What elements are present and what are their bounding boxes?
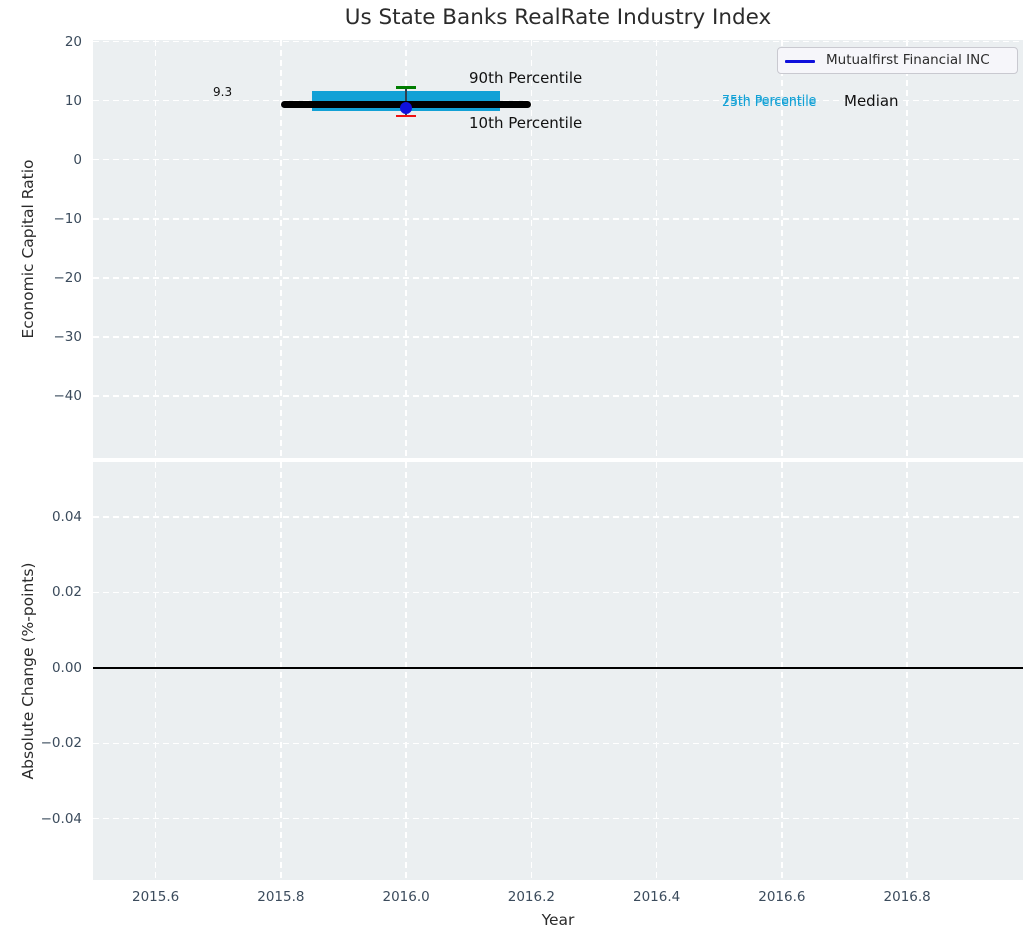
gridline-horizontal [93,591,1023,594]
x-tick-label: 2016.2 [507,889,555,905]
gridline-horizontal [93,395,1023,397]
p90-tick-mark [396,85,417,89]
x-tick-label: 2016.0 [382,889,430,905]
gridline-vertical [405,40,407,458]
gridline-vertical [154,40,157,458]
gridline-horizontal [93,336,1023,338]
top-plot [93,40,1023,458]
gridline-vertical [530,40,533,458]
gridline-vertical [906,40,908,458]
gridline-vertical [781,40,783,458]
x-tick-label: 2015.8 [257,889,305,905]
gridline-vertical [655,462,658,880]
y-tick-label: −40 [53,388,83,404]
y-tick-label: −10 [53,210,83,227]
legend: Mutualfirst Financial INC [777,47,1018,74]
gridline-vertical [655,40,658,458]
chart-title: Us State Banks RealRate Industry Index [344,5,772,30]
legend-line-swatch [785,60,815,63]
y-tick-label: 10 [64,92,82,109]
gridline-horizontal [93,516,1023,518]
gridline-horizontal [93,218,1023,220]
zero-line [93,667,1023,669]
gridline-horizontal [93,100,1023,102]
y-tick-label: 0 [73,151,82,168]
y-tick-label: −0.02 [40,735,82,752]
gridline-vertical [280,462,282,880]
y-tick-label: −0.04 [40,810,82,827]
gridline-horizontal [93,817,1023,820]
y-tick-label: 0.00 [51,659,82,676]
gridline-vertical [530,462,533,880]
gridline-horizontal [93,277,1023,279]
bottom-plot [93,462,1023,880]
gridline-vertical [906,462,908,880]
gridline-vertical [154,462,157,880]
x-tick-label: 2016.6 [758,889,806,905]
y-tick-label: 20 [64,33,82,50]
gridline-vertical [405,462,407,880]
gridline-horizontal [93,742,1023,744]
annotation-10th-percentile: 10th Percentile [469,114,583,132]
gridline-vertical [280,40,282,458]
x-tick-label: 2015.6 [132,889,180,905]
x-tick-label: 2016.4 [633,889,681,905]
annotation-25th-percentile: 25th Percentile [722,93,817,109]
gridline-vertical [781,462,783,880]
y-tick-label: −20 [53,269,83,286]
annotation-median: Median [844,92,899,110]
legend-label: Mutualfirst Financial INC [826,52,990,68]
y-tick-label: 0.02 [51,584,82,601]
annotation-median-value: 9.3 [213,85,233,99]
annotation-90th-percentile: 90th Percentile [469,69,583,87]
gridline-horizontal [93,41,1023,43]
company-dot [400,101,413,114]
p10-tick-mark [396,114,417,118]
y-tick-label: −30 [53,328,83,345]
x-tick-label: 2016.8 [883,889,931,905]
y-tick-label: 0.04 [51,509,82,526]
annotation-75th-percentile: 75th Percentile [722,92,817,107]
x-axis-label: Year [541,911,575,929]
gridline-horizontal [93,159,1023,161]
